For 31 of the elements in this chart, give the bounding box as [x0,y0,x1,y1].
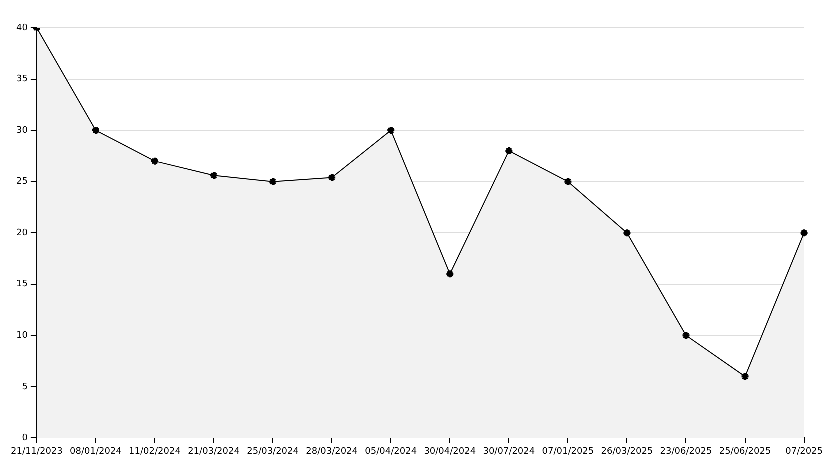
x-tick-label: 07/2025 [786,446,823,457]
x-tick-label: 21/03/2024 [188,446,240,457]
y-tick-label: 25 [16,177,28,188]
x-tick-label: 07/01/2025 [542,446,594,457]
x-tick-label: 11/02/2024 [129,446,182,457]
x-tick-label: 30/04/2024 [424,446,476,457]
y-tick-label: 5 [22,382,28,392]
y-tick-label: 10 [16,330,28,341]
point [210,171,219,180]
y-tick-label: 35 [16,74,28,85]
point [446,270,455,279]
x-tick-label: 08/01/2024 [70,446,122,457]
x-tick-label: 21/11/2023 [11,446,63,457]
point [682,331,691,340]
x-tick-label: 25/03/2024 [247,446,300,457]
x-tick-label: 23/06/2025 [660,446,712,457]
y-tick-label: 20 [16,228,28,238]
x-tick-label: 30/07/2024 [483,446,536,457]
y-tick-label: 0 [22,434,28,444]
y-tick-label: 40 [16,23,28,34]
point [268,177,278,186]
x-tick-label: 25/06/2025 [719,446,772,457]
point [564,177,573,186]
point [740,372,750,382]
y-tick-label: 15 [16,280,28,290]
y-tick-label: 30 [16,126,28,136]
x-tick-label: 26/03/2025 [601,446,654,457]
point [328,173,337,182]
point [622,228,632,238]
x-tick-label: 28/03/2024 [306,446,358,457]
x-tick-label: 05/04/2024 [365,446,418,457]
